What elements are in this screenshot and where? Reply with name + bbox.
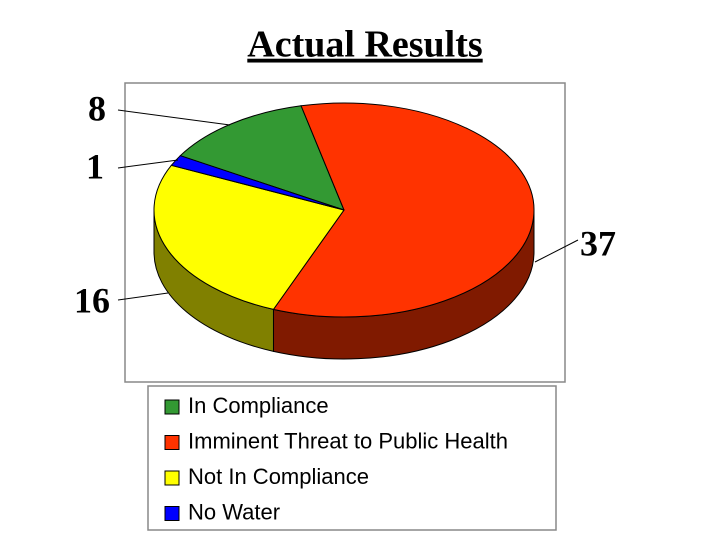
leader-line — [117, 109, 231, 126]
leader-line — [534, 239, 579, 263]
data-label: 16 — [74, 280, 110, 320]
legend-swatch — [164, 435, 180, 450]
chart-title: Actual Results — [247, 24, 482, 66]
data-label: 8 — [88, 88, 106, 128]
pie-slice — [179, 105, 345, 211]
legend-swatch — [164, 399, 180, 415]
data-label: 37 — [580, 223, 616, 263]
legend-label: Not In Compliance — [188, 464, 369, 489]
legend-label: No Water — [188, 499, 280, 524]
leader-line — [117, 159, 179, 169]
pie-slice — [272, 102, 535, 318]
legend-swatch — [164, 470, 180, 486]
pie-slice — [153, 164, 345, 310]
legend-label: In Compliance — [188, 393, 329, 418]
legend-swatch — [164, 506, 180, 521]
legend-label: Imminent Threat to Public Health — [188, 428, 508, 453]
leader-line — [117, 292, 169, 301]
legend — [147, 385, 557, 531]
data-label: 1 — [86, 146, 104, 186]
